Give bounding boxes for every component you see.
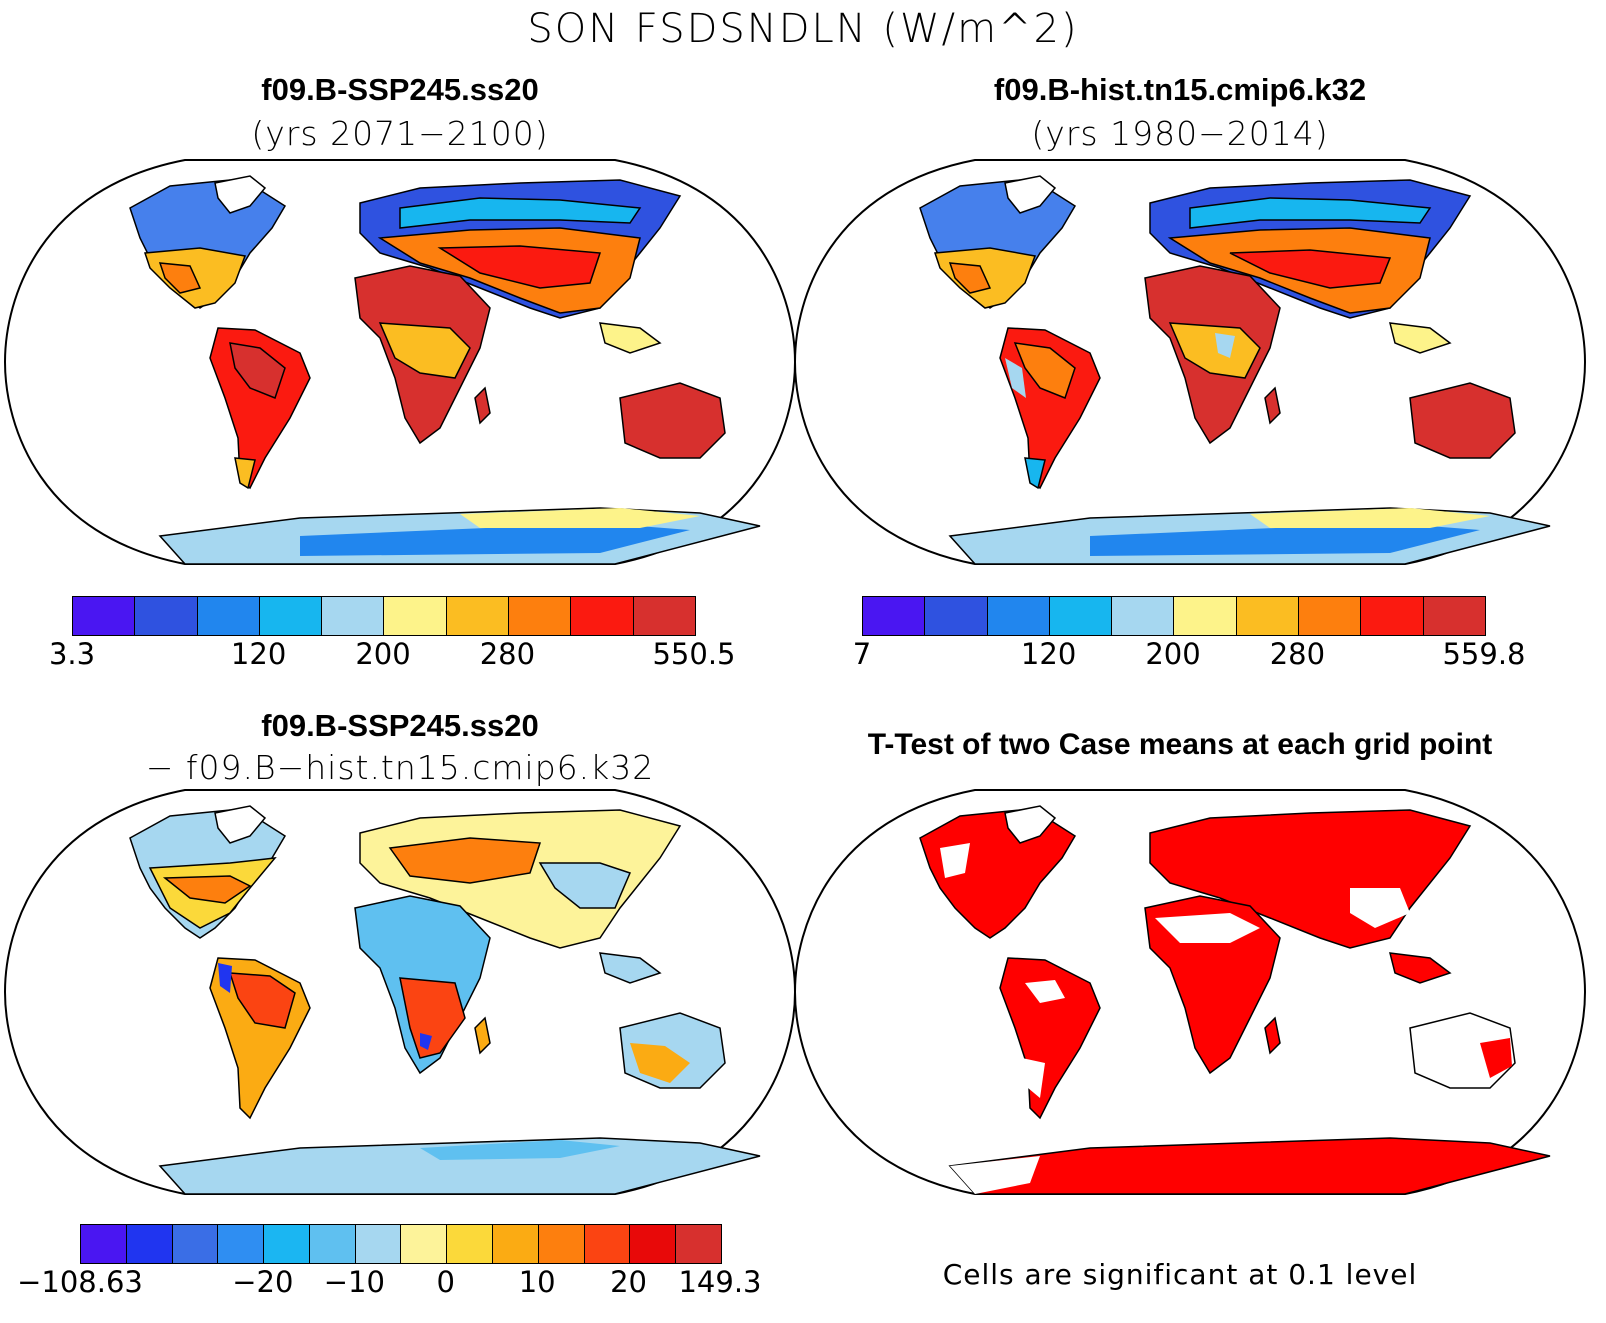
panel-bottom-right-title: T-Test of two Case means at each grid po… <box>867 728 1493 761</box>
colorbar-bottom-left-swatch <box>264 1225 310 1263</box>
colorbar-top-left-tick-label: 3.3 <box>48 637 96 671</box>
colorbar-top-right-labels: 7 120 200 280 559.8 <box>853 637 1526 677</box>
colorbar-bottom-left-swatch <box>676 1225 721 1263</box>
colorbar-bottom-left-swatch <box>309 1225 356 1263</box>
colorbar-top-left-swatch <box>633 597 695 635</box>
colorbar-top-left-swatch <box>197 597 260 635</box>
colorbar-top-left-tick-label: 120 <box>230 637 287 671</box>
colorbar-top-left-swatch <box>446 597 510 635</box>
colorbar-top-left-swatch <box>259 597 323 635</box>
colorbar-bottom-left-swatch <box>355 1225 402 1263</box>
colorbar-bottom-left-tick-label: 20 <box>610 1265 647 1299</box>
panel-bottom-left-title: f09.B-SSP245.ss20 <box>261 708 539 743</box>
colorbar-top-left-labels: 3.3 120 200 280 550.5 <box>49 637 736 677</box>
map-top-left <box>3 159 797 565</box>
colorbar-bottom-left-tick-label: −108.63 <box>17 1265 143 1299</box>
colorbar-bottom-left-swatch <box>172 1225 219 1263</box>
colorbar-top-right-tick-label: 200 <box>1145 637 1201 671</box>
panel-bottom-left-subtitle: − f09.B−hist.tn15.cmip6.k32 <box>145 748 655 787</box>
colorbar-top-right-swatch <box>925 597 988 635</box>
colorbar-bottom-left-tick-label: −20 <box>232 1265 294 1299</box>
panel-top-left-title: f09.B-SSP245.ss20 <box>261 72 539 107</box>
colorbar-bottom-left-swatch <box>126 1225 173 1263</box>
colorbar-top-left-tick-label: 280 <box>479 637 536 671</box>
colorbar-top-right-swatch <box>1112 597 1175 635</box>
colorbar-top-right-swatch <box>1299 597 1362 635</box>
colorbar-top-right-swatch <box>863 597 926 635</box>
colorbar-bottom-left-swatch <box>218 1225 265 1263</box>
continents <box>129 805 761 1195</box>
map-top-right <box>793 159 1587 565</box>
colorbar-bottom-left-tick-label: 149.3 <box>678 1265 762 1299</box>
map-bottom-right <box>793 789 1587 1195</box>
panel-top-left-subtitle: (yrs 2071−2100) <box>251 114 549 153</box>
colorbar-top-right-tick-label: 120 <box>1020 637 1077 671</box>
colorbar-top-left-swatch <box>509 597 572 635</box>
colorbar-bottom-left-swatch <box>493 1225 539 1263</box>
continents <box>129 175 761 565</box>
continents <box>919 175 1551 565</box>
colorbar-top-right-swatch <box>1049 597 1113 635</box>
colorbar-top-right-tick-label: 559.8 <box>1442 637 1526 671</box>
colorbar-bottom-left-swatch <box>81 1225 127 1263</box>
panel-top-right-subtitle: (yrs 1980−2014) <box>1031 114 1329 153</box>
colorbar-bottom-left-swatch <box>447 1225 494 1263</box>
figure-title: SON FSDSNDLN (W/m^2) <box>527 6 1079 52</box>
colorbar-bottom-left-labels: −108.63 −20 −10 0 10 20 149.3 <box>17 1265 761 1305</box>
colorbar-top-right-tick-label: 280 <box>1269 637 1326 671</box>
colorbar-top-right-swatch <box>987 597 1050 635</box>
colorbar-bottom-left-swatch <box>401 1225 448 1263</box>
colorbar-bottom-left-tick-label: 10 <box>518 1265 556 1299</box>
colorbar-top-left-tick-label: 550.5 <box>652 637 736 671</box>
colorbar-top-left-swatch <box>135 597 198 635</box>
colorbar-bottom-left-tick-label: 0 <box>436 1265 455 1299</box>
colorbar-top-right-swatch <box>1423 597 1485 635</box>
panel-top-right-title: f09.B-hist.tn15.cmip6.k32 <box>993 72 1367 107</box>
colorbar-top-left-swatch <box>571 597 634 635</box>
significance-mask <box>919 805 1551 1195</box>
colorbar-bottom-left <box>80 1224 722 1264</box>
colorbar-bottom-left-swatch <box>630 1225 677 1263</box>
colorbar-top-right-tick-label: 7 <box>852 637 872 671</box>
colorbar-top-left-swatch <box>384 597 447 635</box>
colorbar-top-left-swatch <box>322 597 385 635</box>
colorbar-bottom-left-swatch <box>584 1225 631 1263</box>
colorbar-top-right-swatch <box>1361 597 1424 635</box>
significance-footnote: Cells are significant at 0.1 level <box>942 1258 1418 1291</box>
colorbar-top-left <box>72 596 696 636</box>
colorbar-top-left-tick-label: 200 <box>355 637 411 671</box>
colorbar-top-left-swatch <box>73 597 136 635</box>
colorbar-top-right <box>862 596 1486 636</box>
map-bottom-left <box>3 789 797 1195</box>
colorbar-bottom-left-swatch <box>538 1225 585 1263</box>
colorbar-bottom-left-tick-label: −10 <box>323 1265 385 1299</box>
colorbar-top-right-swatch <box>1174 597 1237 635</box>
colorbar-top-right-swatch <box>1236 597 1300 635</box>
